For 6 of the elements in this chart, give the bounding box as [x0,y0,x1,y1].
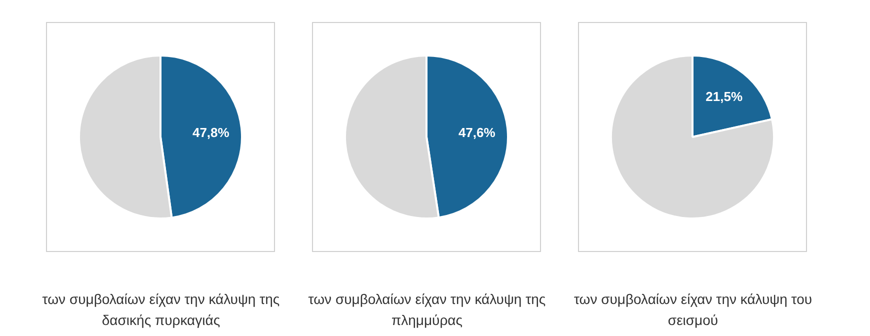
text: των συμβολαίων είχαν την κάλυψη της πλημμύρας [307,290,547,330]
data-label: 21,5% [706,89,743,104]
text: των συμβολαίων είχαν την κάλυψη της δασικής πυρκαγιάς [41,290,281,330]
text: των συμβολαίων είχαν την κάλυψη του σεισμού [573,290,813,330]
data-label: 47,6% [458,124,496,140]
data-label: 47,8% [192,125,230,140]
